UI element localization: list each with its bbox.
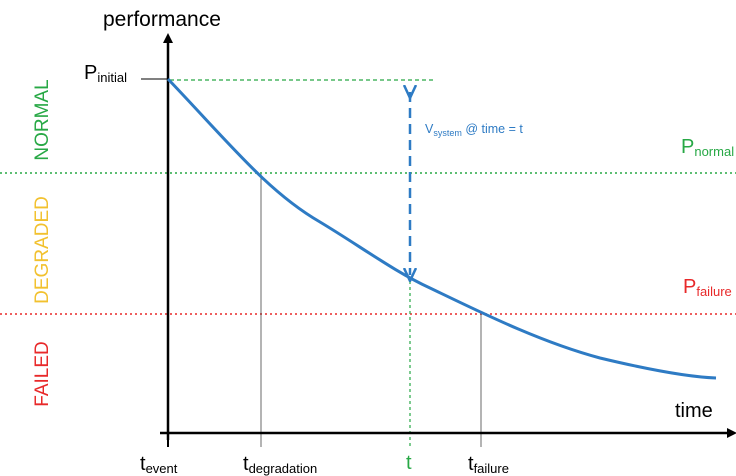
p-initial-label: Pinitial <box>84 62 127 85</box>
vulnerability-label: Vsystem @ time = t <box>425 122 523 138</box>
p-failure-label: Pfailure <box>683 276 732 299</box>
t-degradation-label: tdegradation <box>243 453 317 476</box>
zone-label-normal: NORMAL <box>32 79 53 160</box>
t-event-label: tevent <box>140 453 178 476</box>
y-axis-label: performance <box>103 8 221 31</box>
zone-label-failed: FAILED <box>32 341 53 406</box>
x-axis-label: time <box>675 400 713 422</box>
t-label: t <box>406 452 412 474</box>
zone-label-degraded: DEGRADED <box>32 196 53 304</box>
t-failure-label: tfailure <box>468 453 509 476</box>
p-normal-label: Pnormal <box>681 136 734 159</box>
performance-curve <box>166 77 717 380</box>
